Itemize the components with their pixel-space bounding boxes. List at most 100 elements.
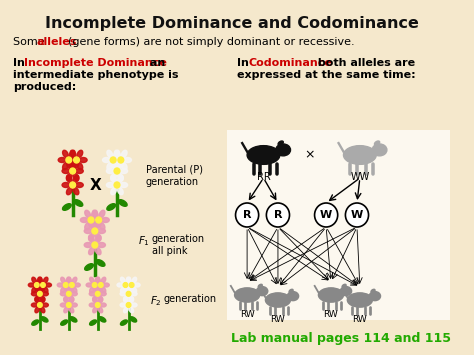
Ellipse shape	[66, 158, 73, 163]
Ellipse shape	[120, 169, 128, 174]
Ellipse shape	[74, 200, 83, 206]
Circle shape	[95, 302, 100, 307]
Ellipse shape	[40, 296, 45, 302]
Ellipse shape	[89, 235, 94, 242]
Circle shape	[315, 203, 337, 227]
Text: In: In	[13, 58, 28, 68]
Ellipse shape	[66, 287, 71, 293]
Ellipse shape	[39, 283, 46, 287]
Ellipse shape	[77, 162, 83, 170]
Ellipse shape	[70, 162, 76, 170]
Ellipse shape	[114, 162, 119, 170]
Ellipse shape	[61, 287, 65, 293]
Ellipse shape	[90, 287, 94, 293]
Circle shape	[110, 157, 116, 163]
Circle shape	[99, 283, 103, 288]
Ellipse shape	[132, 277, 137, 283]
Ellipse shape	[73, 173, 79, 181]
Ellipse shape	[278, 141, 283, 145]
Ellipse shape	[93, 297, 97, 303]
Ellipse shape	[95, 287, 100, 293]
Circle shape	[70, 182, 75, 188]
Ellipse shape	[111, 187, 117, 195]
Ellipse shape	[118, 173, 123, 181]
Ellipse shape	[66, 173, 72, 181]
Ellipse shape	[71, 303, 77, 307]
Ellipse shape	[62, 169, 70, 174]
Text: Lab manual pages 114 and 115: Lab manual pages 114 and 115	[230, 332, 451, 345]
FancyBboxPatch shape	[227, 130, 450, 320]
Ellipse shape	[129, 296, 134, 302]
Ellipse shape	[256, 286, 268, 296]
Ellipse shape	[374, 141, 380, 145]
Ellipse shape	[28, 283, 35, 287]
Circle shape	[118, 157, 124, 163]
Ellipse shape	[89, 233, 94, 241]
Ellipse shape	[67, 277, 72, 283]
Ellipse shape	[121, 150, 127, 158]
Ellipse shape	[31, 292, 37, 296]
Ellipse shape	[66, 277, 71, 283]
Ellipse shape	[84, 229, 92, 234]
Circle shape	[64, 283, 68, 288]
Ellipse shape	[89, 303, 95, 307]
Ellipse shape	[342, 284, 346, 288]
Ellipse shape	[73, 277, 77, 283]
Ellipse shape	[63, 204, 71, 210]
Circle shape	[236, 203, 259, 227]
Ellipse shape	[38, 277, 43, 283]
Ellipse shape	[90, 320, 97, 325]
Ellipse shape	[101, 218, 109, 223]
Ellipse shape	[126, 277, 130, 283]
Circle shape	[123, 283, 128, 288]
Ellipse shape	[89, 292, 95, 296]
Ellipse shape	[340, 286, 352, 296]
Ellipse shape	[32, 277, 36, 283]
Ellipse shape	[70, 317, 77, 322]
Text: R: R	[273, 210, 282, 220]
Ellipse shape	[42, 303, 48, 307]
Ellipse shape	[106, 169, 114, 174]
Ellipse shape	[32, 320, 39, 325]
Ellipse shape	[75, 169, 83, 174]
Ellipse shape	[100, 292, 106, 296]
Ellipse shape	[118, 161, 123, 169]
Circle shape	[66, 157, 72, 163]
Ellipse shape	[37, 277, 42, 283]
Ellipse shape	[111, 161, 117, 169]
Text: generation
all pink: generation all pink	[152, 234, 205, 256]
Ellipse shape	[66, 175, 72, 182]
Ellipse shape	[118, 187, 123, 195]
Ellipse shape	[40, 297, 45, 303]
Ellipse shape	[265, 293, 291, 307]
Text: intermediate phenotype is: intermediate phenotype is	[13, 70, 178, 80]
Ellipse shape	[235, 288, 260, 302]
Text: generation: generation	[163, 294, 216, 304]
Ellipse shape	[60, 292, 66, 296]
Ellipse shape	[89, 247, 94, 255]
Text: $F_2$: $F_2$	[150, 294, 162, 308]
Ellipse shape	[128, 283, 134, 287]
Circle shape	[266, 203, 290, 227]
Ellipse shape	[64, 283, 70, 287]
Ellipse shape	[117, 283, 123, 287]
Ellipse shape	[115, 150, 120, 158]
Ellipse shape	[120, 287, 125, 293]
Circle shape	[96, 217, 101, 223]
Ellipse shape	[319, 288, 344, 302]
Ellipse shape	[89, 221, 94, 229]
Ellipse shape	[67, 287, 72, 293]
Ellipse shape	[80, 158, 87, 163]
Ellipse shape	[344, 146, 376, 164]
Ellipse shape	[247, 146, 280, 164]
Ellipse shape	[62, 182, 70, 187]
Ellipse shape	[42, 292, 48, 296]
Ellipse shape	[120, 320, 128, 325]
Ellipse shape	[127, 277, 131, 283]
Ellipse shape	[72, 158, 80, 163]
Ellipse shape	[84, 242, 92, 247]
Ellipse shape	[64, 307, 68, 313]
Ellipse shape	[44, 277, 48, 283]
Ellipse shape	[106, 182, 114, 187]
Ellipse shape	[73, 161, 79, 169]
